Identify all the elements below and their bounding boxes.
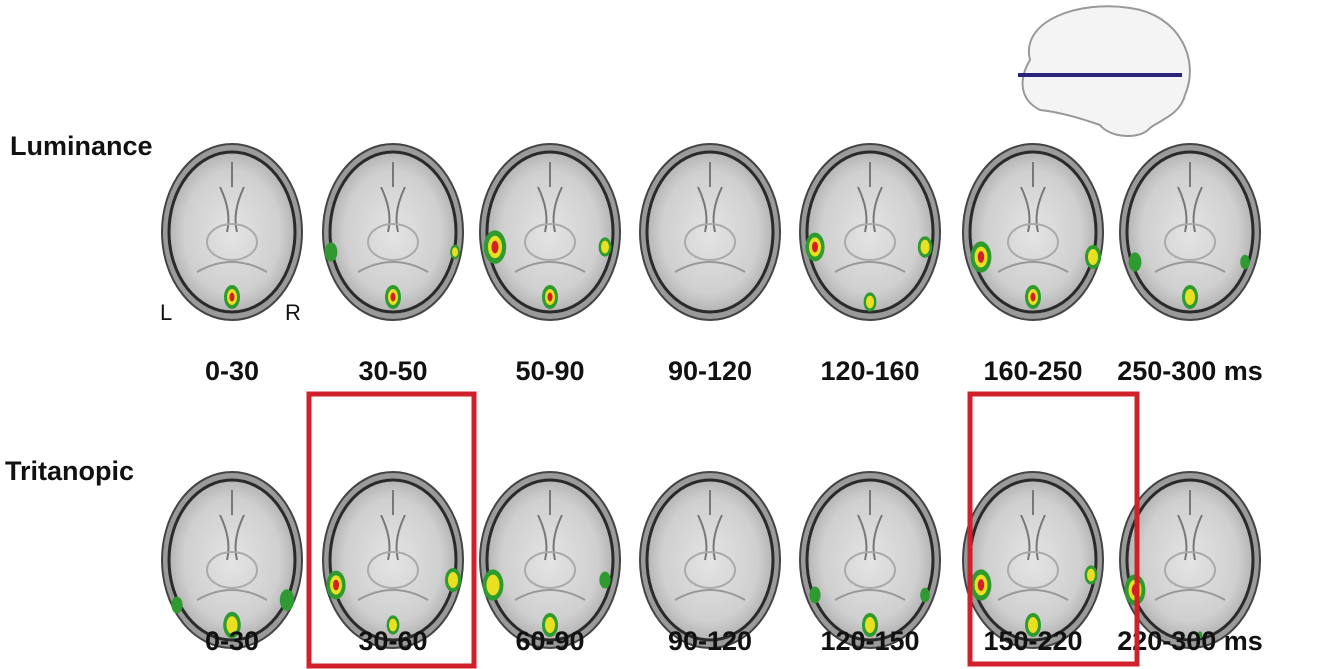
time-window: 0-30 <box>205 356 259 386</box>
activation <box>1031 293 1036 302</box>
time-window: 60-90 <box>515 626 584 656</box>
right-marker: R <box>285 300 301 325</box>
time-window: 250-300 ms <box>1117 356 1263 386</box>
head-outline <box>1023 6 1190 136</box>
brain <box>640 144 780 320</box>
activation <box>978 251 985 263</box>
row-label: Tritanopic <box>5 456 134 486</box>
activation <box>391 293 396 302</box>
brain <box>1120 144 1260 320</box>
time-window: 30-60 <box>358 626 427 656</box>
activation <box>448 572 458 588</box>
activation <box>492 241 499 254</box>
figure: Luminance Tritanopic L R 0-30 30-50 50-90 9… <box>0 0 1340 669</box>
activation <box>230 293 235 302</box>
time-window: 30-50 <box>358 356 427 386</box>
brain <box>640 472 780 648</box>
brain <box>1120 472 1260 648</box>
activation <box>452 247 458 257</box>
brain <box>323 472 463 648</box>
activation <box>809 587 820 604</box>
row-label: Luminance <box>10 131 153 161</box>
time-window: 120-150 <box>820 626 919 656</box>
brain <box>480 144 620 320</box>
time-window: 90-120 <box>668 626 752 656</box>
activation <box>978 579 985 591</box>
activation <box>866 296 874 309</box>
activation <box>1240 255 1250 269</box>
activation <box>325 242 338 261</box>
activation <box>280 589 294 611</box>
brain <box>480 472 620 648</box>
activation <box>1087 569 1095 582</box>
brain <box>800 144 940 320</box>
activation <box>1185 289 1195 305</box>
time-window: 90-120 <box>668 356 752 386</box>
activation <box>333 580 339 591</box>
activation <box>599 572 610 589</box>
time-window: 150-220 <box>983 626 1082 656</box>
activation <box>171 597 182 614</box>
brain <box>963 472 1103 648</box>
activation <box>601 241 609 254</box>
time-window: 50-90 <box>515 356 584 386</box>
brain <box>323 144 463 320</box>
brain <box>800 472 940 648</box>
time-window: 120-160 <box>820 356 919 386</box>
brain <box>963 144 1103 320</box>
activation <box>921 240 930 254</box>
time-window: 160-250 <box>983 356 1082 386</box>
slice-locator <box>1018 6 1190 136</box>
activation <box>920 588 930 602</box>
left-marker: L <box>160 300 172 325</box>
brain <box>162 472 302 648</box>
activation <box>487 575 500 596</box>
activation <box>1088 249 1098 265</box>
time-window: 0-30 <box>205 626 259 656</box>
activation <box>812 242 818 253</box>
activation <box>548 293 553 302</box>
brain <box>162 144 302 320</box>
activation <box>1129 252 1142 271</box>
